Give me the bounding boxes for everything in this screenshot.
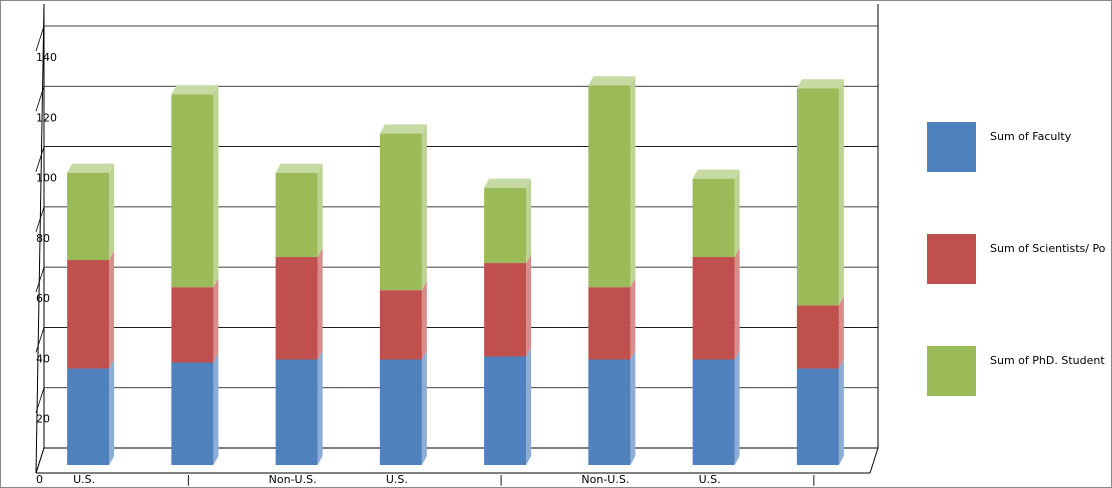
bar-side (421, 281, 427, 360)
bar (484, 356, 527, 465)
bar-side (734, 169, 740, 258)
bar-top (484, 178, 532, 188)
bar (379, 359, 422, 465)
bar (67, 172, 110, 261)
bar-side (109, 359, 115, 465)
x-tick-label: U.S. (386, 473, 408, 486)
bar (588, 287, 631, 360)
bar (275, 359, 318, 465)
bar (692, 359, 735, 465)
bar-top (796, 79, 844, 89)
x-tick-label: Non-U.S. (581, 473, 629, 486)
bar (171, 94, 214, 288)
bar-side (213, 278, 219, 363)
bar-top (171, 85, 219, 95)
y-tick-label: 20 (36, 413, 50, 426)
bar (275, 172, 318, 258)
x-tick-label: Non-U.S. (269, 473, 317, 486)
y-tick-label: 60 (36, 292, 50, 305)
bar-side (838, 79, 844, 306)
bar (379, 133, 422, 291)
legend-label: Sum of Scientists/ Po (990, 242, 1106, 255)
bar (171, 362, 214, 465)
bar-side (526, 178, 532, 264)
bar (67, 260, 110, 369)
bar (379, 290, 422, 360)
bar-side (526, 254, 532, 357)
bar (484, 263, 527, 357)
legend-swatch (927, 234, 976, 284)
bar-side (213, 353, 219, 465)
bar (796, 305, 839, 369)
y-tick-label: 100 (36, 172, 57, 185)
bar-side (109, 251, 115, 369)
bar-top (692, 169, 740, 179)
x-tick-label: | (187, 473, 191, 486)
bar-top (379, 124, 427, 134)
bar (588, 359, 631, 465)
y-tick-label: 0 (36, 473, 43, 486)
bar-side (838, 359, 844, 465)
bar (692, 178, 735, 258)
bar-side (630, 76, 636, 288)
bar (796, 368, 839, 465)
bar-side (630, 278, 636, 360)
legend-swatch (927, 122, 976, 172)
bar-side (630, 350, 636, 465)
bar-side (838, 296, 844, 369)
bar-top (275, 163, 323, 173)
bar-side (734, 350, 740, 465)
legend-swatch (927, 346, 976, 396)
x-tick-label: | (812, 473, 816, 486)
bar-side (317, 350, 323, 465)
bar-top (67, 163, 115, 173)
grid-line (35, 25, 878, 52)
x-tick-label: | (499, 473, 503, 486)
y-tick-label: 120 (36, 111, 57, 124)
legend-label: Sum of PhD. Student (990, 354, 1105, 367)
bar-side (421, 124, 427, 291)
bar (275, 257, 318, 360)
bar (588, 85, 631, 288)
bar (796, 88, 839, 306)
bar-side (734, 248, 740, 360)
bar-top (588, 76, 636, 86)
y-tick-label: 40 (36, 352, 50, 365)
bar-side (213, 85, 219, 288)
legend-label: Sum of Faculty (990, 130, 1072, 143)
bar-side (317, 163, 323, 258)
y-tick-label: 140 (36, 51, 57, 64)
y-tick-label: 80 (36, 232, 50, 245)
bar-side (109, 163, 115, 261)
bar-side (317, 248, 323, 360)
x-tick-label: U.S. (73, 473, 95, 486)
x-tick-label: U.S. (699, 473, 721, 486)
bar (692, 257, 735, 360)
bar-side (421, 350, 427, 465)
bar-side (526, 347, 532, 465)
bar (67, 368, 110, 465)
y-axis (35, 3, 45, 474)
bar (484, 187, 527, 264)
bar (171, 287, 214, 363)
